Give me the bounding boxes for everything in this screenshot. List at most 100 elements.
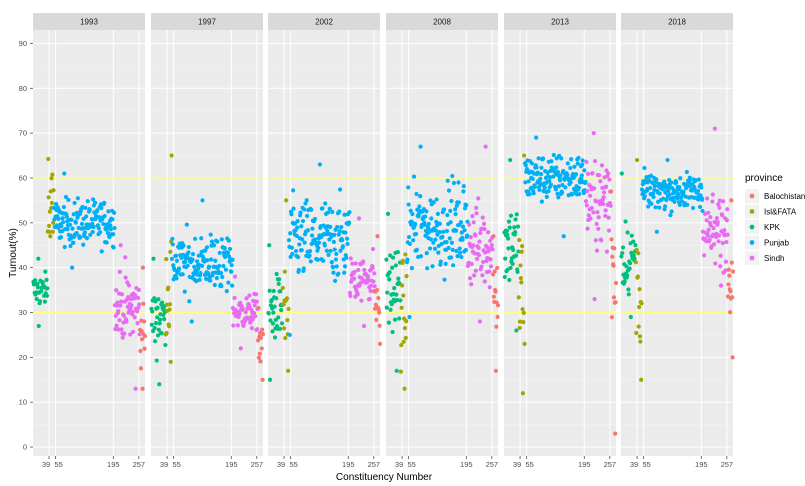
facet-panel-2002: 2002 39 55 195 257: [268, 13, 380, 469]
data-point-punjab: [294, 233, 299, 239]
data-point-punjab: [108, 223, 113, 228]
data-point-punjab: [579, 176, 584, 182]
data-point-kpk: [515, 224, 521, 229]
data-point-balochistan: [138, 366, 143, 371]
data-point-balochistan: [140, 265, 146, 270]
data-point-punjab: [559, 190, 565, 195]
data-point-sindh: [128, 297, 134, 302]
data-point-punjab: [334, 264, 339, 269]
data-point-punjab: [535, 170, 540, 175]
legend-key: [749, 255, 755, 261]
data-point-punjab: [539, 199, 544, 204]
data-point-sindh: [599, 163, 605, 168]
data-point-sindh: [479, 264, 484, 269]
y-axis: 0 10 20 30 40 50 60 70 80 90: [19, 39, 33, 452]
data-point-sindh: [706, 210, 711, 215]
data-point-punjab: [295, 219, 300, 224]
data-point-sindh: [487, 269, 492, 274]
data-point-kpk: [43, 269, 48, 274]
data-point-sindh: [119, 299, 124, 304]
data-point-sindh: [598, 179, 603, 184]
data-point-punjab: [654, 177, 659, 182]
data-point-punjab: [205, 258, 210, 263]
data-point-punjab: [342, 270, 347, 275]
data-point-kpk: [622, 279, 627, 284]
x-tick-label: 195: [342, 460, 355, 469]
data-point-islfata: [47, 229, 52, 234]
data-point-sindh: [113, 327, 118, 332]
data-point-sindh: [601, 201, 606, 207]
data-point-balochistan: [609, 237, 614, 242]
data-point-islfata: [637, 334, 643, 339]
data-point-punjab: [291, 206, 296, 211]
data-point-sindh: [584, 203, 589, 208]
data-point-sindh: [348, 256, 353, 261]
data-point-punjab: [461, 184, 466, 189]
data-point-punjab: [347, 220, 352, 225]
data-point-kpk: [157, 321, 162, 326]
data-point-sindh: [361, 323, 367, 329]
data-point-kpk: [390, 255, 396, 260]
data-point-punjab: [313, 237, 318, 242]
data-point-balochistan: [726, 282, 731, 287]
data-point-punjab: [66, 197, 71, 202]
data-point-punjab: [547, 178, 552, 184]
data-point-punjab: [316, 240, 322, 245]
facet-panel-2013: 2013 39 55 195 257: [504, 13, 616, 469]
data-point-kpk: [513, 230, 518, 235]
data-point-sindh: [467, 276, 473, 281]
data-point-islfata: [636, 324, 641, 329]
data-point-sindh: [489, 242, 494, 248]
data-point-kpk: [387, 270, 392, 275]
data-point-balochistan: [610, 254, 615, 259]
y-tick-label: 40: [19, 263, 27, 272]
data-point-kpk: [624, 264, 629, 269]
data-point-punjab: [458, 250, 463, 255]
data-point-punjab: [411, 238, 416, 243]
data-point-punjab: [101, 221, 106, 227]
data-point-sindh: [367, 296, 372, 302]
data-point-punjab: [222, 245, 227, 251]
data-point-sindh: [121, 313, 127, 318]
data-point-kpk: [277, 277, 282, 282]
points-2002: [266, 162, 383, 382]
data-point-punjab: [189, 319, 194, 324]
data-point-punjab: [105, 230, 111, 236]
data-point-punjab: [435, 211, 440, 216]
data-point-punjab: [409, 266, 415, 271]
data-point-punjab: [687, 175, 692, 180]
data-point-sindh: [596, 226, 601, 231]
data-point-punjab: [330, 209, 335, 214]
data-point-punjab: [459, 254, 464, 260]
data-point-islfata: [639, 377, 644, 382]
data-point-punjab: [172, 267, 177, 273]
data-point-punjab: [450, 173, 455, 179]
data-point-punjab: [218, 271, 224, 276]
data-point-punjab: [427, 246, 433, 251]
data-point-sindh: [594, 221, 599, 227]
data-point-punjab: [555, 191, 560, 196]
data-point-punjab: [111, 232, 116, 237]
data-point-punjab: [651, 191, 656, 196]
data-point-punjab: [209, 257, 214, 262]
data-point-punjab: [200, 198, 205, 203]
data-point-punjab: [555, 169, 561, 175]
data-point-punjab: [181, 252, 186, 258]
data-point-punjab: [433, 237, 438, 242]
data-point-punjab: [561, 234, 566, 239]
data-point-sindh: [704, 218, 709, 223]
data-point-punjab: [176, 266, 182, 271]
data-point-punjab: [538, 182, 543, 187]
data-point-punjab: [448, 220, 453, 225]
data-point-punjab: [214, 276, 219, 281]
data-point-balochistan: [609, 315, 614, 320]
data-point-kpk: [390, 265, 395, 270]
data-point-kpk: [279, 321, 285, 326]
data-point-punjab: [184, 222, 189, 227]
data-point-punjab: [87, 208, 92, 213]
data-point-sindh: [706, 227, 711, 232]
data-point-punjab: [302, 207, 307, 212]
data-point-sindh: [725, 232, 730, 237]
data-point-punjab: [305, 228, 311, 233]
data-point-kpk: [37, 299, 43, 304]
